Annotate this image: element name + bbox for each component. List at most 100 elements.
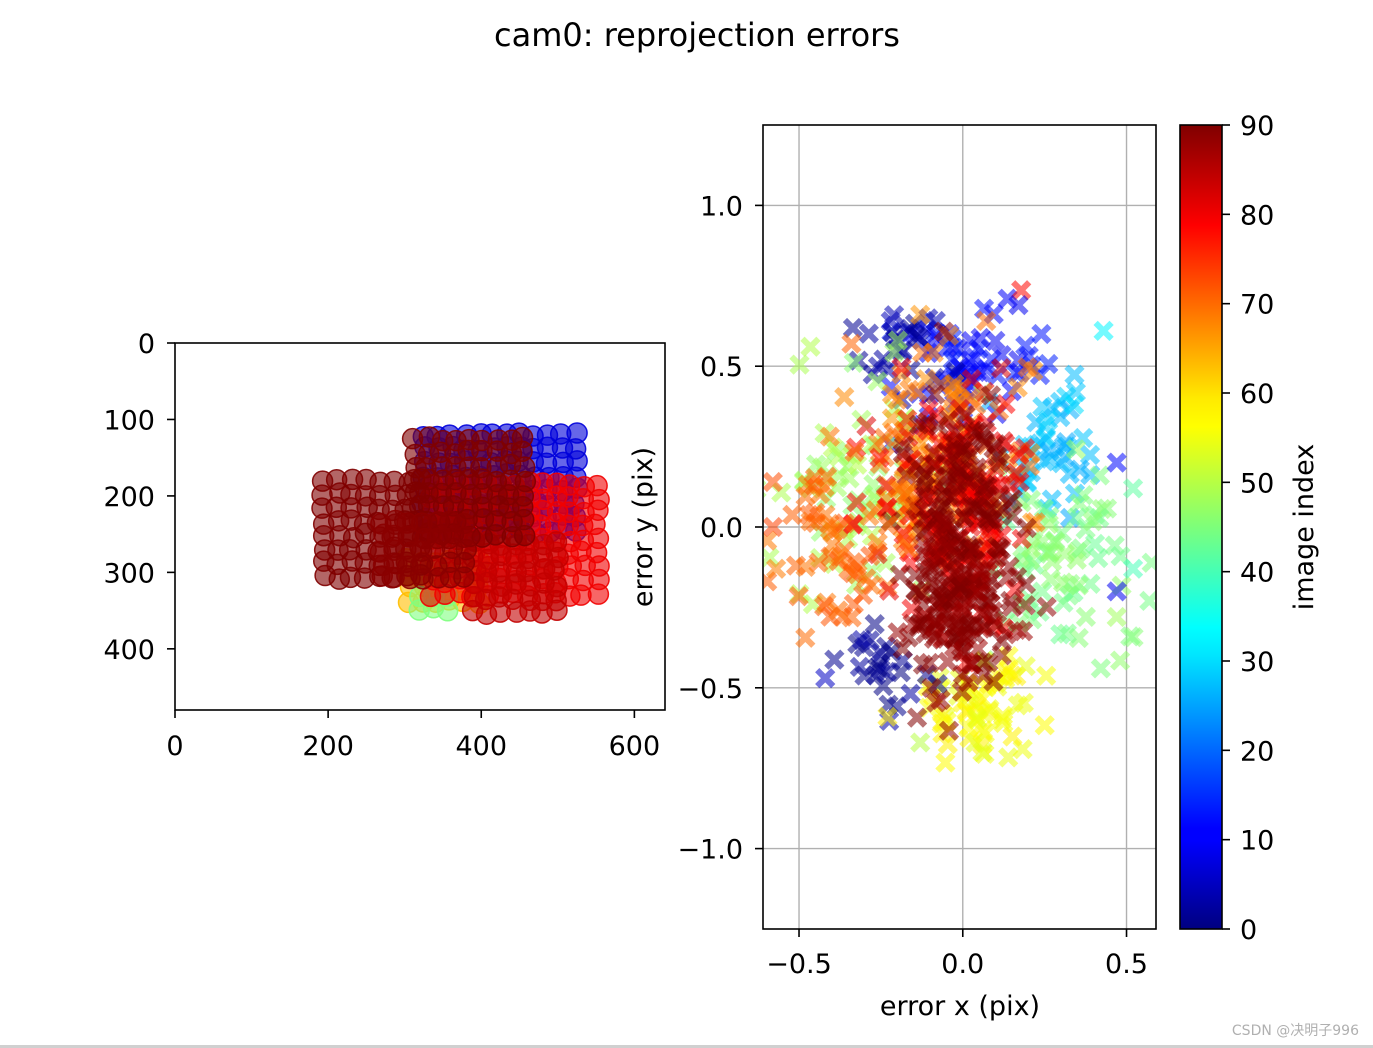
error-marker: [996, 567, 1018, 588]
error-marker: [1014, 438, 1036, 459]
error-marker: [985, 330, 1006, 351]
error-marker: [1045, 532, 1066, 553]
error-marker: [983, 671, 1004, 692]
bottom-border: [0, 1045, 1373, 1048]
error-marker: [959, 615, 980, 636]
error-marker: [905, 580, 926, 601]
error-marker: [1066, 507, 1087, 528]
error-cluster: [887, 537, 1057, 741]
error-marker: [992, 705, 1014, 726]
error-marker: [954, 627, 975, 648]
error-marker: [879, 580, 900, 601]
error-marker: [928, 522, 950, 543]
error-marker: [1141, 552, 1156, 573]
error-marker: [1002, 489, 1023, 510]
error-marker: [765, 558, 787, 579]
error-marker: [736, 550, 752, 566]
error-marker: [834, 513, 855, 534]
error-marker: [1064, 364, 1085, 385]
error-marker: [954, 566, 975, 587]
colorbar-tick-label: 50: [1240, 468, 1274, 499]
error-marker: [1069, 493, 1090, 514]
error-marker: [1011, 528, 1032, 550]
colorbar-tick-label: 0: [1240, 915, 1257, 946]
error-marker: [763, 471, 783, 493]
error-marker: [887, 622, 908, 643]
error-marker: [1042, 551, 1063, 572]
left-plot: 0 200 400 600 0 100 200 300 400: [103, 329, 666, 762]
error-cluster: [736, 422, 920, 648]
error-marker: [828, 600, 849, 621]
error-marker: [899, 379, 920, 401]
error-marker: [991, 631, 1013, 652]
error-marker: [947, 479, 968, 500]
error-marker: [1082, 511, 1103, 532]
error-marker: [910, 732, 931, 753]
error-marker: [865, 664, 886, 686]
error-marker: [1079, 444, 1101, 466]
error-marker: [1036, 596, 1057, 618]
error-marker: [1090, 658, 1111, 679]
colorbar-gradient: [1179, 124, 1223, 930]
left-axes: 0 200 400 600 0 100 200 300 400: [103, 329, 660, 762]
error-outliers: [763, 294, 1144, 763]
left-point-group: [369, 509, 477, 590]
left-plot-frame: [174, 342, 666, 711]
error-marker: [933, 321, 954, 342]
error-marker: [913, 594, 934, 615]
error-marker: [824, 649, 845, 670]
error-marker: [763, 547, 780, 568]
error-marker: [929, 590, 950, 611]
error-marker: [1009, 471, 1030, 493]
error-marker: [915, 464, 937, 486]
error-marker: [1104, 535, 1125, 556]
error-marker: [1110, 650, 1131, 671]
error-marker: [1106, 606, 1127, 628]
y-tick-label: 400: [103, 635, 155, 666]
error-marker: [1084, 533, 1106, 555]
colorbar-tick-label: 40: [1240, 558, 1274, 589]
error-marker: [1015, 573, 1037, 595]
error-marker: [960, 444, 981, 466]
error-marker: [1106, 452, 1127, 473]
error-marker: [1007, 377, 1028, 398]
colorbar-tick-label: 20: [1240, 736, 1274, 767]
x-tick-label: 0.5: [1105, 949, 1148, 980]
error-marker: [819, 426, 840, 447]
error-marker: [864, 613, 885, 635]
error-marker: [938, 720, 960, 741]
colorbar-tick-label: 30: [1240, 647, 1274, 678]
error-marker: [1016, 517, 1037, 539]
error-marker: [1015, 656, 1036, 677]
error-marker: [908, 414, 930, 435]
error-marker: [1089, 465, 1110, 486]
right-axes: −0.5 0.0 0.5 −1.0 −0.5 0.0 0.5 1.0: [677, 191, 1148, 980]
image-point: [587, 583, 610, 605]
error-marker: [828, 551, 849, 572]
error-marker: [1011, 280, 1032, 301]
error-marker: [1052, 572, 1074, 593]
error-marker: [782, 504, 803, 526]
x-tick-label: 0: [166, 731, 183, 762]
colorbar-tick-label: 80: [1240, 200, 1274, 231]
error-marker: [814, 596, 835, 617]
y-tick-label: 200: [103, 482, 155, 513]
error-marker: [891, 357, 912, 378]
colorbar-tick-label: 90: [1240, 111, 1274, 142]
error-marker: [990, 358, 1012, 379]
error-marker: [937, 651, 958, 672]
error-cluster: [824, 613, 948, 731]
y-tick-label: −1.0: [677, 835, 743, 866]
error-marker: [1122, 478, 1144, 499]
right-plot: −0.5 0.0 0.5 −1.0 −0.5 0.0 0.5 1.0 error x (pix…: [628, 124, 1157, 1022]
error-marker: [906, 707, 928, 728]
error-marker: [922, 575, 944, 596]
y-tick-label: 1.0: [700, 191, 743, 222]
error-marker: [884, 342, 905, 363]
error-marker: [856, 415, 877, 437]
error-marker: [858, 323, 879, 344]
error-marker: [1039, 441, 1060, 462]
error-marker: [851, 629, 873, 651]
error-marker: [912, 654, 934, 675]
error-marker: [877, 497, 898, 518]
